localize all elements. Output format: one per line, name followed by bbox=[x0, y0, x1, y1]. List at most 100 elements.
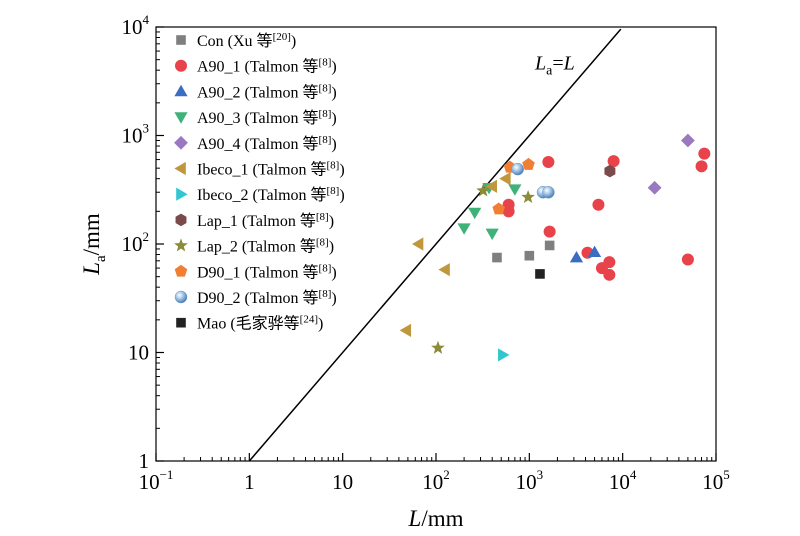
reference-line-group bbox=[248, 28, 622, 461]
data-point bbox=[399, 323, 412, 337]
legend-series-name: D90_2 (Talmon 等 bbox=[197, 289, 319, 307]
x-tick-base: 10 bbox=[609, 470, 630, 494]
y-axis-title-unit: /mm bbox=[79, 213, 104, 255]
data-point bbox=[587, 245, 602, 258]
legend-close-paren: ) bbox=[331, 290, 336, 307]
x-tick-exponent: 4 bbox=[630, 467, 637, 482]
data-point bbox=[502, 205, 515, 218]
legend-item: D90_2 (Talmon 等[8]) bbox=[174, 288, 337, 307]
legend-close-paren: ) bbox=[291, 33, 296, 50]
legend-series-name: Lap_2 (Talmon 等 bbox=[197, 238, 316, 256]
legend-reference: [8] bbox=[316, 237, 329, 249]
x-tick-label: 1 bbox=[244, 470, 255, 494]
legend-label: D90_1 (Talmon 等[8]) bbox=[197, 262, 337, 281]
x-tick-exponent: 2 bbox=[443, 467, 450, 482]
legend-label: A90_4 (Talmon 等[8]) bbox=[197, 134, 337, 153]
data-point bbox=[468, 207, 482, 220]
legend-label: Lap_1 (Talmon 等[8]) bbox=[197, 211, 334, 230]
legend-reference: [8] bbox=[316, 211, 329, 223]
data-point bbox=[411, 237, 424, 251]
data-point bbox=[524, 250, 535, 261]
series-7-points bbox=[604, 164, 616, 178]
y-tick-label: 1 bbox=[139, 449, 150, 473]
series-4-points bbox=[647, 133, 695, 195]
data-point bbox=[592, 198, 605, 211]
y-tick-base: 10 bbox=[122, 232, 143, 256]
legend-reference: [8] bbox=[319, 82, 332, 94]
x-tick-label: 10−1 bbox=[139, 467, 174, 494]
x-tick-label: 102 bbox=[422, 467, 450, 494]
data-point bbox=[499, 172, 511, 186]
legend-item: D90_1 (Talmon 等[8]) bbox=[174, 262, 337, 281]
legend-series-name: A90_1 (Talmon 等 bbox=[197, 58, 319, 76]
series-11-points bbox=[535, 269, 545, 279]
legend-marker bbox=[176, 35, 186, 45]
legend-item: Mao (毛家骅等[24]) bbox=[176, 314, 323, 333]
x-tick-label: 10 bbox=[332, 470, 353, 494]
data-point bbox=[681, 133, 695, 148]
data-point bbox=[535, 269, 545, 279]
reference-line-la-equals-l bbox=[248, 28, 622, 461]
legend-item: A90_2 (Talmon 等[8]) bbox=[174, 82, 337, 101]
data-point bbox=[498, 348, 510, 362]
x-tick-label: 105 bbox=[702, 467, 730, 494]
data-point bbox=[521, 189, 535, 204]
legend-item: Con (Xu 等[20]) bbox=[176, 31, 296, 50]
legend-reference: [8] bbox=[327, 160, 340, 172]
data-point bbox=[681, 253, 694, 266]
y-axis-title: La/mm bbox=[79, 213, 109, 276]
legend-marker bbox=[174, 264, 188, 277]
y-tick-label: 10 bbox=[128, 341, 149, 365]
legend-series-name: Mao (毛家骅等 bbox=[197, 315, 300, 333]
data-point bbox=[542, 185, 555, 199]
legend-reference: [8] bbox=[319, 134, 332, 146]
legend-item: Lap_2 (Talmon 等[8]) bbox=[174, 237, 334, 256]
x-axis-title-symbol: L bbox=[408, 506, 422, 531]
y-tick-base: 10 bbox=[122, 124, 143, 148]
data-point bbox=[607, 155, 620, 168]
data-point bbox=[485, 228, 499, 241]
x-tick-exponent: 5 bbox=[723, 467, 730, 482]
legend-marker bbox=[174, 161, 186, 176]
legend-marker bbox=[175, 213, 187, 227]
legend-marker bbox=[174, 290, 188, 304]
legend-marker bbox=[176, 187, 188, 201]
y-tick-exponent: 4 bbox=[143, 12, 150, 27]
x-tick-base: 10 bbox=[139, 470, 160, 494]
y-tick-label: 103 bbox=[122, 121, 150, 148]
legend-marker bbox=[174, 135, 188, 150]
legend-series-name: D90_1 (Talmon 等 bbox=[197, 263, 319, 281]
legend-reference: [8] bbox=[319, 262, 332, 274]
legend-item: Lap_1 (Talmon 等[8]) bbox=[175, 211, 334, 230]
legend-item: Ibeco_1 (Talmon 等[8]) bbox=[174, 160, 345, 179]
legend-series-name: A90_4 (Talmon 等 bbox=[197, 135, 319, 153]
data-point bbox=[544, 240, 555, 251]
legend-close-paren: ) bbox=[329, 239, 334, 256]
legend-reference: [24] bbox=[300, 314, 318, 326]
series-10-points bbox=[511, 162, 555, 199]
legend-marker bbox=[174, 84, 188, 97]
x-tick-label: 103 bbox=[516, 467, 544, 494]
x-axis-ticks: 10−1 1 10 102 103 104 105 bbox=[139, 453, 730, 494]
legend-close-paren: ) bbox=[318, 316, 323, 333]
legend-marker bbox=[174, 112, 188, 124]
data-point bbox=[542, 155, 555, 168]
data-point bbox=[492, 252, 502, 263]
data-point bbox=[508, 184, 522, 196]
legend-label: A90_2 (Talmon 等[8]) bbox=[197, 82, 337, 101]
series-3-points bbox=[457, 182, 522, 241]
data-point bbox=[647, 180, 662, 195]
series-8-points bbox=[431, 183, 535, 354]
x-tick-exponent: 3 bbox=[537, 467, 544, 482]
x-tick-label: 104 bbox=[609, 467, 637, 494]
series-2-points bbox=[569, 245, 602, 263]
ref-label-symbol: L bbox=[534, 53, 546, 75]
y-tick-base: 10 bbox=[122, 15, 143, 39]
x-axis-title-unit: /mm bbox=[421, 506, 463, 531]
legend: Con (Xu 等[20])A90_1 (Talmon 等[8])A90_2 (… bbox=[174, 31, 345, 333]
legend-item: Ibeco_2 (Talmon 等[8]) bbox=[176, 185, 345, 204]
legend-label: Con (Xu 等[20]) bbox=[197, 31, 296, 50]
legend-label: Lap_2 (Talmon 等[8]) bbox=[197, 237, 334, 256]
data-point bbox=[603, 256, 616, 269]
